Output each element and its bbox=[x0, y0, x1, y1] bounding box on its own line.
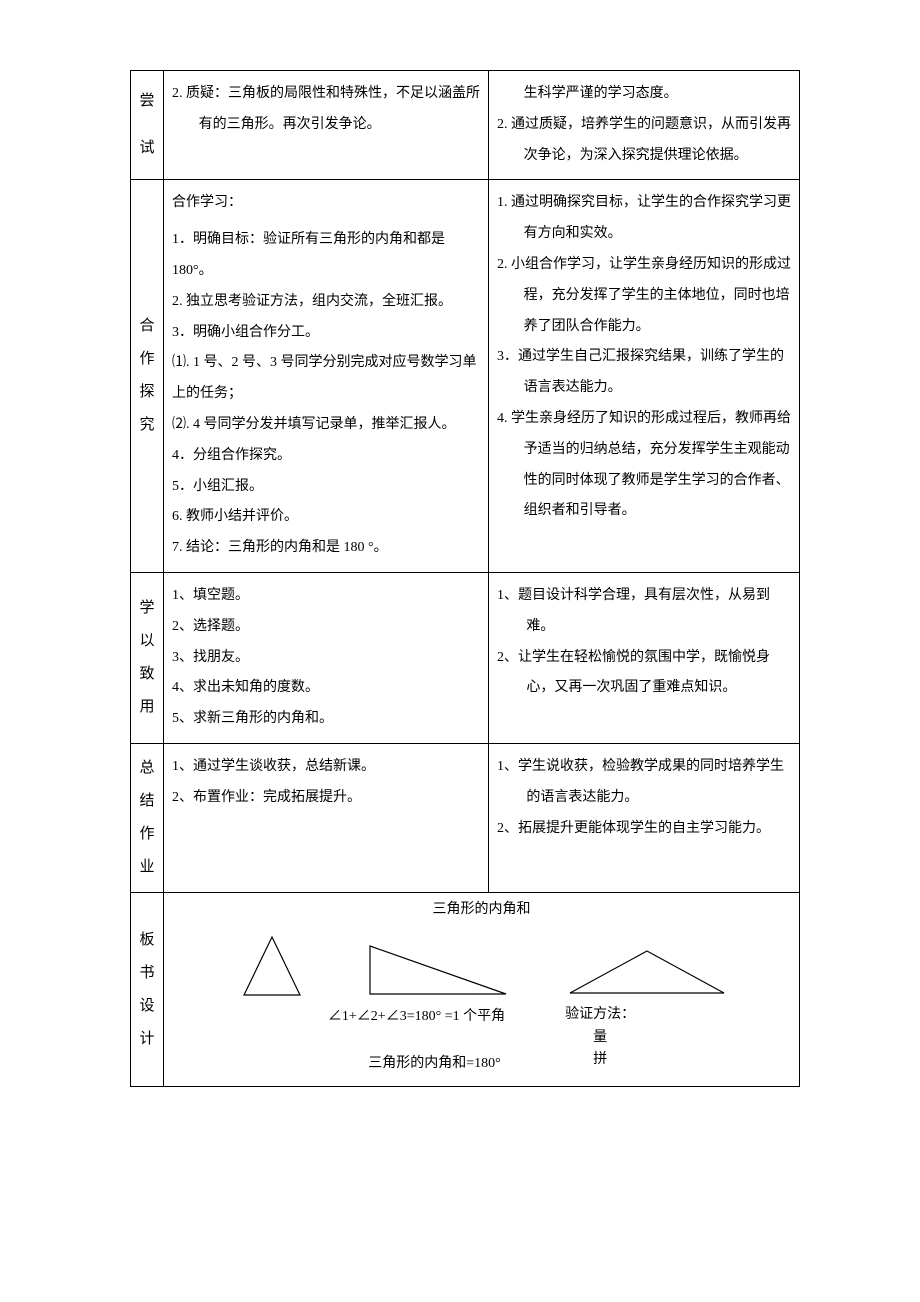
cell-right: 1、题目设计科学合理，具有层次性，从易到难。 2、让学生在轻松愉悦的氛围中学，既… bbox=[489, 572, 800, 743]
text-line: 1、题目设计科学合理，具有层次性，从易到难。 bbox=[497, 581, 793, 643]
cell-right: 1. 通过明确探究目标，让学生的合作探究学习更有方向和实效。 2. 小组合作学习… bbox=[489, 180, 800, 573]
cell-mid: 合作学习： 1．明确目标：验证所有三角形的内角和都是 180°。 2. 独立思考… bbox=[164, 180, 489, 573]
triangle-obtuse-icon bbox=[562, 943, 732, 998]
verify-item: 量 bbox=[593, 1030, 607, 1045]
text-line: 6. 教师小结并评价。 bbox=[172, 502, 482, 533]
side-char: 板 bbox=[133, 924, 161, 957]
table-row: 学 以 致 用 1、填空题。 2、选择题。 3、找朋友。 4、求出未知角的度数。… bbox=[131, 572, 800, 743]
table-row: 合 作 探 究 合作学习： 1．明确目标：验证所有三角形的内角和都是 180°。… bbox=[131, 180, 800, 573]
side-char: 以 bbox=[133, 625, 161, 658]
triangle-acute-icon bbox=[232, 933, 312, 998]
board-bottom-line: 三角形的内角和=180° 拼 bbox=[170, 1051, 793, 1076]
text-line: 3．明确小组合作分工。 bbox=[172, 318, 482, 349]
table-row: 总 结 作 业 1、通过学生谈收获，总结新课。 2、布置作业：完成拓展提升。 1… bbox=[131, 743, 800, 892]
text-line: 生科学严谨的学习态度。 bbox=[497, 79, 793, 110]
side-char: 尝 bbox=[133, 85, 161, 118]
triangle-row bbox=[170, 928, 793, 998]
text-line: 4、求出未知角的度数。 bbox=[172, 673, 482, 704]
text-line: 2、选择题。 bbox=[172, 612, 482, 643]
text-line: 1. 通过明确探究目标，让学生的合作探究学习更有方向和实效。 bbox=[497, 188, 793, 250]
text-line: 2. 小组合作学习，让学生亲身经历知识的形成过程，充分发挥了学生的主体地位，同时… bbox=[497, 250, 793, 342]
board-design-cell: 三角形的内角和 ∠1+∠2+∠3=180° =1 个平角 验证方法： 量 拼 三… bbox=[164, 892, 800, 1087]
side-char: 作 bbox=[133, 818, 161, 851]
side-char: 致 bbox=[133, 658, 161, 691]
lesson-plan-table: 尝 试 2. 质疑：三角板的局限性和特殊性，不足以涵盖所有的三角形。再次引发争论… bbox=[130, 70, 800, 1087]
side-char: 作 bbox=[133, 343, 161, 376]
side-char: 总 bbox=[133, 752, 161, 785]
text-line: 1．明确目标：验证所有三角形的内角和都是 180°。 bbox=[172, 225, 482, 287]
cell-mid: 1、通过学生谈收获，总结新课。 2、布置作业：完成拓展提升。 bbox=[164, 743, 489, 892]
verify-item: 拼 bbox=[593, 1052, 607, 1067]
side-char: 计 bbox=[133, 1023, 161, 1056]
text-line: 2、布置作业：完成拓展提升。 bbox=[172, 783, 482, 814]
side-char: 结 bbox=[133, 785, 161, 818]
side-char: 用 bbox=[133, 691, 161, 724]
side-char: 业 bbox=[133, 851, 161, 884]
board-title: 三角形的内角和 bbox=[170, 897, 793, 922]
text-line: 2. 独立思考验证方法，组内交流，全班汇报。 bbox=[172, 287, 482, 318]
text-line: 1、学生说收获，检验教学成果的同时培养学生的语言表达能力。 bbox=[497, 752, 793, 814]
side-gap bbox=[133, 118, 161, 132]
text-line: ⑵. 4 号同学分发并填写记录单，推举汇报人。 bbox=[172, 410, 482, 441]
text-line: 2. 质疑：三角板的局限性和特殊性，不足以涵盖所有的三角形。再次引发争论。 bbox=[172, 79, 482, 141]
text-line: 3．通过学生自己汇报探究结果，训练了学生的语言表达能力。 bbox=[497, 342, 793, 404]
row-label-xueyi: 学 以 致 用 bbox=[131, 572, 164, 743]
verify-label: 验证方法： bbox=[565, 1007, 635, 1022]
conclusion-text: 三角形的内角和=180° bbox=[368, 1051, 501, 1076]
text-line: 4. 学生亲身经历了知识的形成过程后，教师再给予适当的归纳总结，充分发挥学生主观… bbox=[497, 404, 793, 527]
verify-methods: 验证方法： 量 拼 bbox=[565, 1004, 635, 1071]
row-label-hezuo: 合 作 探 究 bbox=[131, 180, 164, 573]
cell-right: 生科学严谨的学习态度。 2. 通过质疑，培养学生的问题意识，从而引发再次争论，为… bbox=[489, 71, 800, 180]
side-char: 试 bbox=[133, 132, 161, 165]
text-line: 合作学习： bbox=[172, 188, 482, 219]
side-char: 合 bbox=[133, 310, 161, 343]
table-row: 尝 试 2. 质疑：三角板的局限性和特殊性，不足以涵盖所有的三角形。再次引发争论… bbox=[131, 71, 800, 180]
side-char: 设 bbox=[133, 990, 161, 1023]
side-char: 探 bbox=[133, 376, 161, 409]
text-line: 4．分组合作探究。 bbox=[172, 441, 482, 472]
text-line: 2. 通过质疑，培养学生的问题意识，从而引发再次争论，为深入探究提供理论依据。 bbox=[497, 110, 793, 172]
text-line: 1、通过学生谈收获，总结新课。 bbox=[172, 752, 482, 783]
cell-mid: 1、填空题。 2、选择题。 3、找朋友。 4、求出未知角的度数。 5、求新三角形… bbox=[164, 572, 489, 743]
text-line: 3、找朋友。 bbox=[172, 643, 482, 674]
table-row: 板 书 设 计 三角形的内角和 ∠1+∠2+∠3=180° =1 个平角 验证方… bbox=[131, 892, 800, 1087]
text-line: 5、求新三角形的内角和。 bbox=[172, 704, 482, 735]
side-char: 究 bbox=[133, 409, 161, 442]
cell-mid: 2. 质疑：三角板的局限性和特殊性，不足以涵盖所有的三角形。再次引发争论。 bbox=[164, 71, 489, 180]
text-line: 1、填空题。 bbox=[172, 581, 482, 612]
row-label-zongjie: 总 结 作 业 bbox=[131, 743, 164, 892]
row-label-changshi: 尝 试 bbox=[131, 71, 164, 180]
side-char: 书 bbox=[133, 957, 161, 990]
text-line: 2、让学生在轻松愉悦的氛围中学，既愉悦身心，又再一次巩固了重难点知识。 bbox=[497, 643, 793, 705]
cell-right: 1、学生说收获，检验教学成果的同时培养学生的语言表达能力。 2、拓展提升更能体现… bbox=[489, 743, 800, 892]
triangle-right-icon bbox=[362, 938, 512, 998]
text-line: ⑴. 1 号、2 号、3 号同学分别完成对应号数学习单上的任务； bbox=[172, 348, 482, 410]
side-char: 学 bbox=[133, 592, 161, 625]
text-line: 2、拓展提升更能体现学生的自主学习能力。 bbox=[497, 814, 793, 845]
row-label-banshu: 板 书 设 计 bbox=[131, 892, 164, 1087]
text-line: 7. 结论：三角形的内角和是 180 °。 bbox=[172, 533, 482, 564]
page: 尝 试 2. 质疑：三角板的局限性和特殊性，不足以涵盖所有的三角形。再次引发争论… bbox=[0, 0, 920, 1147]
text-line: 5．小组汇报。 bbox=[172, 472, 482, 503]
